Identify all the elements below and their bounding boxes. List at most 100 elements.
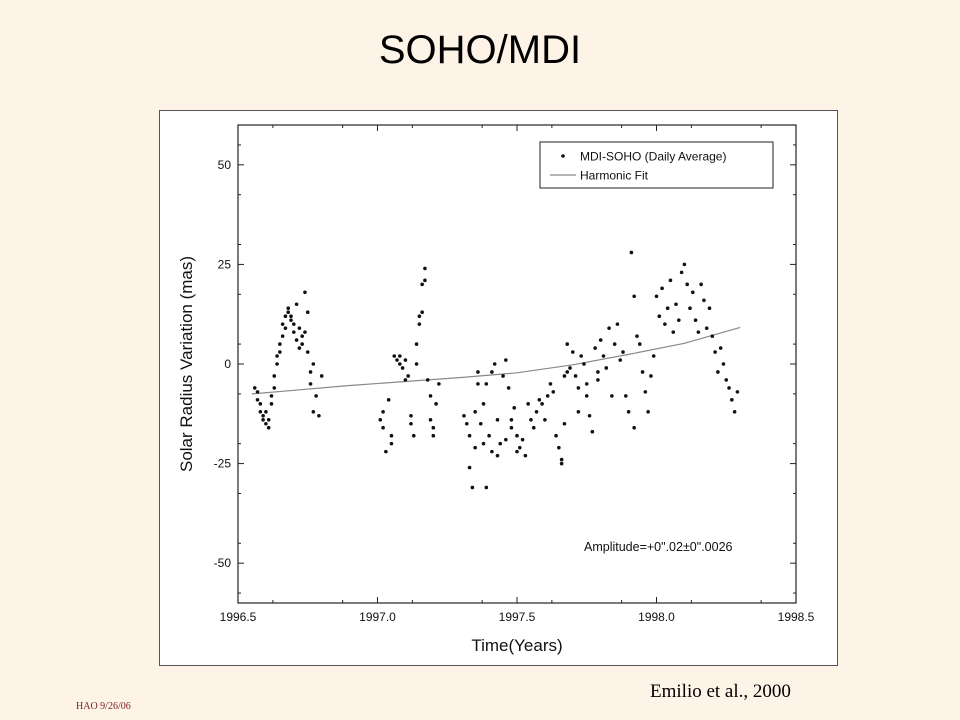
- data-point: [665, 306, 670, 311]
- data-point: [730, 398, 734, 402]
- data-point: [660, 286, 664, 291]
- data-point: [573, 374, 578, 378]
- data-point: [297, 346, 302, 350]
- data-point: [381, 410, 385, 414]
- slide-title: SOHO/MDI: [378, 28, 582, 72]
- data-point: [389, 433, 394, 438]
- data-point: [297, 326, 302, 330]
- data-point: [400, 366, 405, 370]
- data-point: [646, 410, 650, 414]
- data-point: [640, 370, 645, 374]
- data-point: [411, 433, 416, 438]
- data-point: [624, 394, 628, 398]
- legend: MDI-SOHO (Daily Average) Harmonic Fit: [539, 141, 774, 189]
- data-point: [490, 449, 494, 454]
- data-point: [423, 278, 427, 283]
- data-point: [261, 417, 265, 422]
- data-point: [509, 417, 514, 422]
- data-point: [677, 318, 681, 322]
- data-point: [584, 394, 589, 398]
- data-point: [554, 433, 558, 438]
- data-point: [587, 413, 592, 418]
- data-point: [467, 433, 472, 438]
- y-tick-label: 50: [218, 158, 232, 172]
- data-point: [417, 314, 422, 318]
- data-point: [266, 425, 271, 430]
- data-point: [303, 330, 307, 334]
- x-axis-label: Time(Years): [471, 636, 562, 655]
- data-point: [512, 406, 517, 410]
- legend-box: [539, 141, 774, 189]
- data-point: [515, 449, 519, 454]
- data-point: [682, 262, 687, 267]
- data-point: [615, 322, 620, 326]
- data-point: [735, 390, 740, 394]
- data-point: [498, 441, 503, 446]
- data-point: [520, 437, 525, 442]
- data-point: [523, 453, 528, 458]
- data-point: [478, 421, 483, 426]
- data-point: [657, 314, 662, 318]
- data-point: [501, 374, 505, 378]
- x-tick-label: 1998.5: [778, 610, 815, 624]
- data-point: [668, 278, 673, 283]
- data-point: [269, 402, 274, 406]
- data-point: [596, 370, 600, 374]
- data-point: [596, 378, 600, 382]
- data-point: [529, 417, 533, 422]
- data-point: [540, 402, 544, 406]
- data-point: [395, 358, 399, 362]
- data-point: [707, 306, 712, 311]
- data-point: [716, 370, 720, 374]
- data-point: [710, 334, 715, 338]
- data-point: [559, 461, 564, 466]
- data-point: [584, 382, 589, 386]
- data-point: [417, 322, 422, 326]
- data-point: [696, 330, 701, 334]
- data-point: [548, 382, 553, 386]
- data-point: [531, 425, 536, 430]
- data-point: [727, 386, 731, 390]
- data-point: [590, 429, 595, 434]
- footer-tag: HAO 9/26/06: [76, 701, 131, 712]
- data-point: [612, 342, 617, 346]
- data-point: [403, 358, 408, 362]
- data-point: [473, 410, 477, 414]
- data-point: [280, 322, 285, 326]
- data-point: [704, 326, 709, 330]
- data-point: [414, 342, 419, 346]
- data-point: [255, 390, 260, 394]
- data-point: [504, 358, 508, 362]
- data-point: [559, 457, 564, 462]
- data-point: [607, 326, 611, 330]
- legend-point-marker: [561, 154, 565, 158]
- data-point: [425, 378, 430, 382]
- y-tick-label: -25: [214, 457, 232, 471]
- data-point: [506, 386, 511, 390]
- data-point: [495, 417, 500, 422]
- data-point: [618, 358, 623, 362]
- data-point: [537, 398, 542, 402]
- data-point: [266, 417, 271, 422]
- data-point: [258, 402, 263, 406]
- data-point: [504, 437, 508, 442]
- data-point: [258, 410, 263, 414]
- data-point: [490, 370, 494, 374]
- data-point: [272, 386, 277, 390]
- data-point: [610, 394, 614, 398]
- data-point: [651, 354, 656, 358]
- data-point: [526, 402, 530, 406]
- data-point: [721, 362, 726, 366]
- data-point: [543, 417, 547, 422]
- data-point: [292, 330, 296, 334]
- data-point: [551, 390, 556, 394]
- data-point: [481, 441, 486, 446]
- data-point: [467, 465, 472, 470]
- data-point: [643, 390, 648, 394]
- plot-frame: [237, 124, 797, 604]
- fit-layer: [251, 326, 741, 395]
- data-point: [278, 350, 282, 354]
- data-point: [392, 354, 397, 358]
- data-point: [289, 314, 293, 318]
- x-tick-label: 1998.0: [638, 610, 675, 624]
